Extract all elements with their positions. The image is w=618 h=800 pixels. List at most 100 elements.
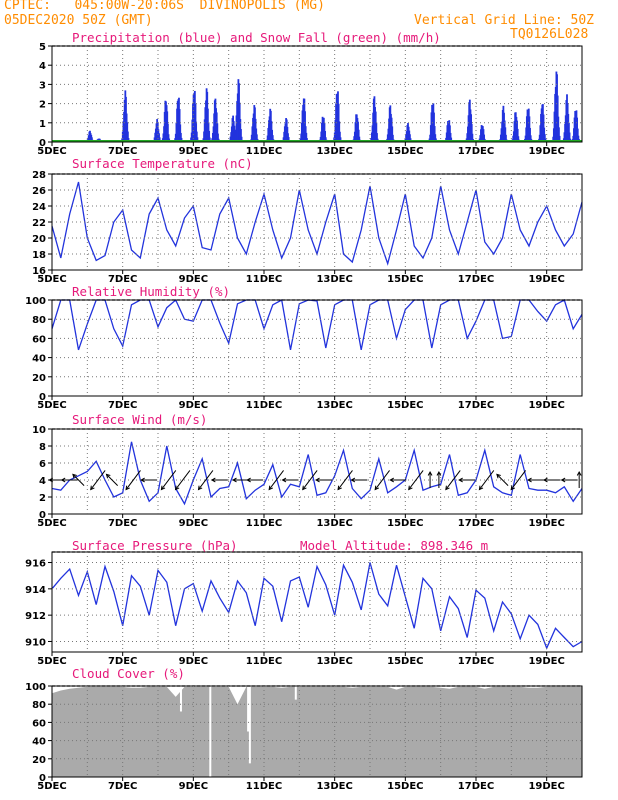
x-tick-label: 19DEC xyxy=(528,656,564,667)
panel-2: 16 18 20 22 24 26 28 5DEC 7DEC 9DEC 11DEC 13DEC 15DE… xyxy=(32,156,583,285)
y-tick-label: 20 xyxy=(32,755,46,766)
wind-arrow-28 xyxy=(496,473,509,486)
precip-bar-186 xyxy=(324,137,327,142)
cloud-dip-4 xyxy=(179,686,182,712)
y-tick-label: 40 xyxy=(32,737,46,748)
precip-bar-282 xyxy=(471,133,474,142)
x-tick-label: 7DEC xyxy=(108,274,137,285)
x-tick-label: 17DEC xyxy=(458,781,494,792)
x-tick-label: 5DEC xyxy=(37,274,66,285)
panel-6: 0 20 40 60 80 100 5DEC 7DEC 9DEC 11DEC 13DEC 15DEC 1… xyxy=(25,666,583,792)
precip-bar-341 xyxy=(543,134,546,142)
x-tick-label: 5DEC xyxy=(37,781,66,792)
precip-bar-174 xyxy=(305,132,308,142)
x-tick-label: 7DEC xyxy=(108,146,137,157)
y-tick-label: 2 xyxy=(39,493,46,504)
precip-bar-245 xyxy=(409,134,411,142)
cloud-dip-1 xyxy=(209,686,212,777)
y-tick-label: 10 xyxy=(32,425,46,436)
precip-bar-50 xyxy=(166,123,169,142)
x-tick-label: 5DEC xyxy=(37,146,66,157)
precip-bar-380 xyxy=(577,135,580,142)
wind-arrow-2 xyxy=(60,477,78,483)
wind-arrow-11 xyxy=(210,477,228,483)
precip-bar-367 xyxy=(568,132,571,142)
wind-arrow-4 xyxy=(90,470,106,491)
y-tick-label: 100 xyxy=(25,296,46,307)
x-tick-label: 13DEC xyxy=(316,518,352,529)
x-tick-label: 15DEC xyxy=(387,656,423,667)
wind-arrow-21 xyxy=(389,477,407,483)
x-tick-label: 9DEC xyxy=(179,400,208,411)
x-tick-label: 11DEC xyxy=(246,518,282,529)
precip-bar-185 xyxy=(324,131,327,142)
x-tick-label: 13DEC xyxy=(316,781,352,792)
x-tick-label: 13DEC xyxy=(316,400,352,411)
precip-bar-315 xyxy=(516,128,519,142)
y-tick-label: 916 xyxy=(25,559,46,570)
precip-bar-233 xyxy=(391,126,394,142)
wind-arrow-19 xyxy=(350,477,368,483)
y-tick-label: 914 xyxy=(25,585,46,596)
precip-bar-90 xyxy=(208,130,211,142)
wind-arrow-17 xyxy=(315,477,333,483)
precip-bar-270 xyxy=(450,137,453,142)
panel-4: 0 2 4 6 8 10 5DEC 7DEC 9DEC 11DEC 13DEC 15DEC 17DEC 1… xyxy=(32,412,583,529)
x-tick-label: 5DEC xyxy=(37,518,66,529)
precip-bar-293 xyxy=(483,134,486,142)
x-tick-label: 19DEC xyxy=(528,146,564,157)
y-tick-label: 20 xyxy=(32,373,46,384)
precip-bar-234 xyxy=(391,134,394,142)
cloud-dip-3 xyxy=(248,686,251,764)
precip-bar-128 xyxy=(240,136,243,142)
precip-bar-151 xyxy=(271,135,274,142)
y-tick-label: 24 xyxy=(32,202,46,213)
wind-arrow-9 xyxy=(174,470,191,491)
panel-title-5: Surface Pressure (hPa) xyxy=(72,538,238,553)
y-tick-label: 40 xyxy=(32,354,46,365)
y-tick-label: 3 xyxy=(39,80,46,91)
y-tick-label: 912 xyxy=(25,611,46,622)
panel-frame xyxy=(51,299,583,397)
y-tick-label: 22 xyxy=(32,218,46,229)
precip-bar-209 xyxy=(357,129,360,142)
x-tick-label: 19DEC xyxy=(528,781,564,792)
x-tick-label: 17DEC xyxy=(458,274,494,285)
precip-bar-77 xyxy=(195,131,198,142)
y-tick-label: 2 xyxy=(39,100,46,111)
x-tick-label: 13DEC xyxy=(316,146,352,157)
y-tick-label: 20 xyxy=(32,234,46,245)
y-tick-label: 910 xyxy=(25,637,46,648)
x-tick-label: 9DEC xyxy=(179,518,208,529)
x-tick-label: 15DEC xyxy=(387,274,423,285)
cloud-dip-2 xyxy=(247,686,250,732)
precip-bar-127 xyxy=(240,129,242,142)
y-tick-label: 60 xyxy=(32,718,46,729)
x-tick-label: 17DEC xyxy=(458,146,494,157)
x-tick-label: 15DEC xyxy=(387,518,423,529)
series-line xyxy=(51,562,583,650)
wind-arrow-29 xyxy=(510,470,526,491)
precip-bar-8 xyxy=(91,137,93,142)
precip-bar-64 xyxy=(179,132,182,142)
precip-bar-379 xyxy=(576,128,579,142)
wind-arrow-33 xyxy=(576,470,582,488)
precip-bar-51 xyxy=(167,134,170,142)
precip-bar-162 xyxy=(287,137,290,142)
x-tick-label: 9DEC xyxy=(179,146,208,157)
x-tick-label: 11DEC xyxy=(246,146,282,157)
run-date-header: 05DEC2020 50Z (GMT) xyxy=(4,13,153,28)
wind-arrow-16 xyxy=(302,470,318,491)
station-header: CPTEC: 045:00W-20:06S DIVINOPOLIS (MG) xyxy=(4,0,325,13)
x-tick-label: 19DEC xyxy=(528,274,564,285)
precip-bar-27 xyxy=(126,131,129,142)
panel-title-6: Cloud Cover (%) xyxy=(72,666,185,681)
precip-bar-199 xyxy=(339,137,342,142)
y-tick-label: 1 xyxy=(39,119,46,130)
precip-bar-327 xyxy=(529,127,531,142)
wind-arrow-27 xyxy=(478,470,495,491)
x-tick-label: 7DEC xyxy=(108,781,137,792)
x-tick-label: 19DEC xyxy=(528,518,564,529)
y-tick-label: 100 xyxy=(25,682,46,693)
precip-bar-328 xyxy=(529,135,532,142)
